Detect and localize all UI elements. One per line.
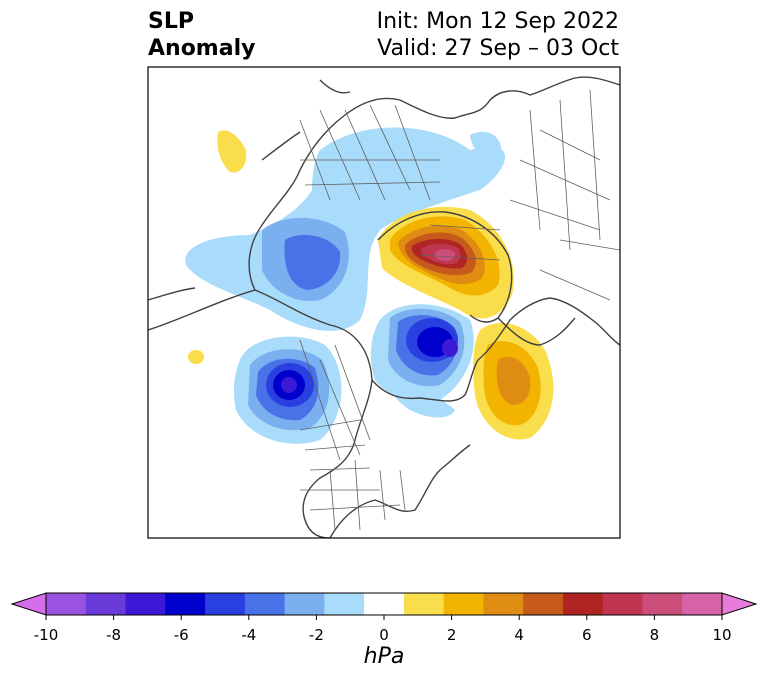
colorbar-segment — [46, 593, 87, 615]
political-borders — [299, 89, 620, 531]
colorbar-tick-label: -4 — [241, 626, 256, 644]
colorbar-segment — [682, 593, 723, 615]
map-title: SLP Anomaly — [148, 8, 255, 62]
colorbar-segment — [642, 593, 683, 615]
map-frame — [147, 66, 621, 539]
colorbar-segment — [125, 593, 166, 615]
colorbar-tick-label: 10 — [712, 626, 731, 644]
valid-range: Valid: 27 Sep – 03 Oct — [377, 36, 619, 61]
colorbar-tick-label: 2 — [447, 626, 457, 644]
colorbar-segment — [403, 593, 445, 615]
colorbar-tick-label: -2 — [309, 626, 324, 644]
colorbar-extend-max — [721, 592, 758, 616]
colorbar-segment — [443, 593, 484, 615]
colorbar-tick-label: 4 — [514, 626, 524, 644]
negative-anomaly-core — [266, 318, 458, 407]
map-subtitle: Init: Mon 12 Sep 2022 Valid: 27 Sep – 03… — [377, 8, 619, 62]
init-date: Init: Mon 12 Sep 2022 — [376, 9, 619, 34]
colorbar-unit: hPa — [363, 644, 405, 669]
colorbar-segment — [165, 593, 206, 615]
colorbar-segment — [483, 593, 524, 615]
colorbar-segment — [602, 593, 643, 615]
title-variable: SLP — [148, 9, 194, 34]
colorbar-tick-label: -8 — [106, 626, 121, 644]
colorbar-segment — [85, 593, 127, 615]
colorbar-segment — [523, 593, 564, 615]
positive-anomaly-red — [404, 232, 476, 276]
colorbar-segment — [562, 593, 604, 615]
coastlines — [148, 76, 620, 538]
title-anomaly: Anomaly — [148, 36, 256, 61]
map-content — [148, 67, 620, 538]
colorbar-tick-label: 8 — [650, 626, 660, 644]
colorbar-extend-min — [10, 592, 47, 616]
colorbar-tick-label: 0 — [379, 626, 389, 644]
colorbar-segment — [244, 593, 286, 615]
colorbar-segment — [205, 593, 246, 615]
colorbar-segment — [284, 593, 325, 615]
colorbar-tick-label: 6 — [582, 626, 592, 644]
colorbar-segment — [324, 593, 365, 615]
colorbar-segment — [364, 593, 405, 615]
colorbar-tick-label: -6 — [174, 626, 189, 644]
colorbar-tick-label: -10 — [34, 626, 59, 644]
